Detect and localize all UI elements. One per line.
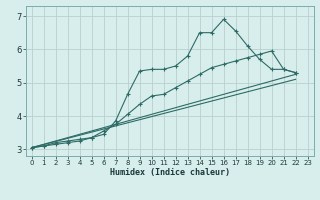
X-axis label: Humidex (Indice chaleur): Humidex (Indice chaleur): [109, 168, 230, 177]
